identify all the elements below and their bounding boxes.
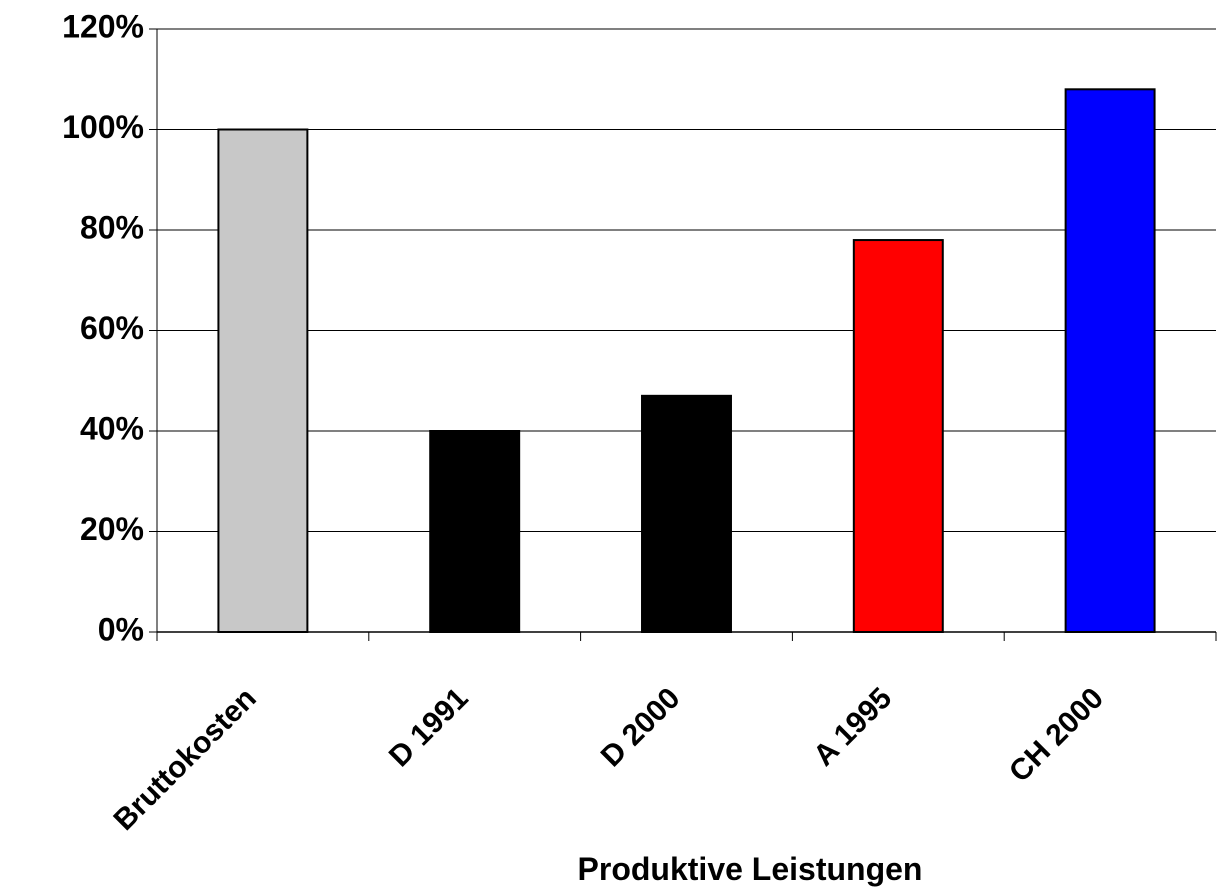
y-tick-label: 80% (80, 209, 144, 245)
bar (852, 239, 944, 634)
x-axis-title: Produktive Leistungen (578, 851, 923, 887)
y-tick-label: 60% (80, 310, 144, 346)
y-tick-label: 100% (62, 109, 144, 145)
y-tick-label: 40% (80, 410, 144, 446)
bar (641, 394, 732, 634)
x-tick-label: D 1991 (383, 682, 475, 774)
y-tick-label: 20% (80, 511, 144, 547)
x-tick-label: Bruttokosten (108, 682, 263, 837)
x-tick-label: CH 2000 (1003, 682, 1110, 789)
y-tick-label: 120% (62, 8, 144, 44)
bar (429, 430, 521, 633)
x-tick-label: D 2000 (595, 682, 687, 774)
bar (217, 128, 309, 633)
y-tick-label: 0% (98, 611, 144, 647)
bar (1064, 88, 1156, 634)
x-tick-label: A 1995 (807, 682, 898, 773)
